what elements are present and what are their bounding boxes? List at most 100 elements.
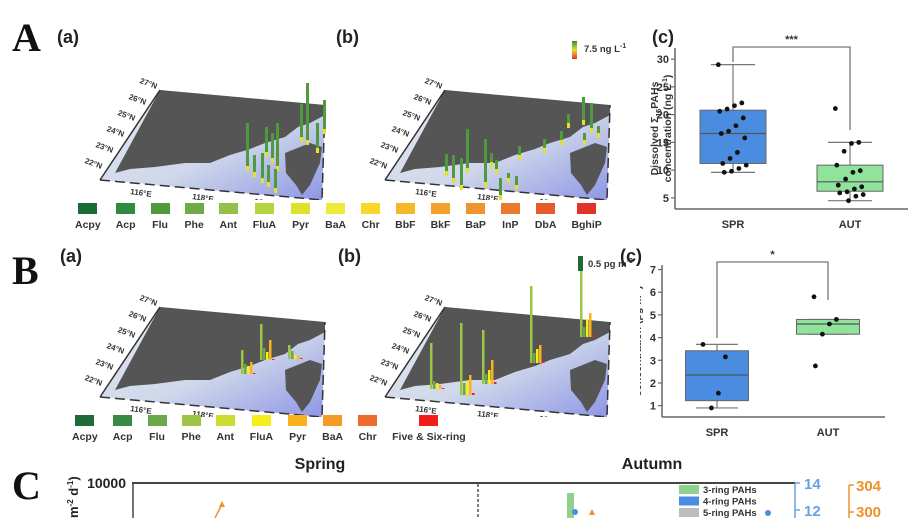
right-axis-blue-tick-label: 12 <box>804 503 821 518</box>
y-tick-label: 4 <box>650 333 657 345</box>
legend-item: InP <box>500 203 520 231</box>
data-point <box>820 331 825 337</box>
legend-item: Pyr <box>288 415 308 443</box>
data-point <box>850 169 856 175</box>
scale-label-gaseous: 0.5 pg m-3 <box>588 258 633 271</box>
site-bar <box>250 362 253 374</box>
latitude-label: 22°N <box>369 156 389 171</box>
site-bar-base <box>515 185 518 190</box>
site-bar <box>253 373 256 374</box>
site-bar <box>260 324 263 360</box>
longitude-label: 118°E <box>192 192 215 200</box>
legend-swatch <box>419 415 439 426</box>
legend-swatch <box>679 496 699 506</box>
x-tick-label: SPR <box>722 219 745 231</box>
site-bar-base <box>495 169 498 174</box>
legend-swatch <box>326 203 346 214</box>
data-point <box>811 294 817 300</box>
site-bar-base <box>316 148 319 153</box>
longitude-label: 120°E <box>539 197 563 200</box>
latitude-label: 27°N <box>424 293 444 308</box>
legend-gaseous: Acpy Acp Flu Phe Ant FluA Pyr BaA Chr Five & Six-… <box>72 415 481 443</box>
site-bar <box>261 153 264 183</box>
latitude-label: 24°N <box>106 124 126 139</box>
legend-label: BaA <box>325 219 347 231</box>
legend-label: Ant <box>219 219 238 231</box>
y-axis-label: concentration (pg m-3) <box>640 286 644 397</box>
map-frame <box>99 89 161 181</box>
data-point <box>857 168 863 174</box>
latitude-label: 23°N <box>380 140 400 155</box>
site-bar-base <box>276 166 279 171</box>
site-bar <box>253 155 256 177</box>
map-gaseous-autumn: 27°N26°N25°N24°N23°N22°N116°E118°E120°E1… <box>369 271 611 417</box>
site-bar <box>590 103 593 133</box>
panel-letter-b: B <box>12 248 39 293</box>
legend-item: Ant <box>218 203 238 231</box>
right-axis-orange-tick-label: 300 <box>856 504 881 518</box>
y-tick-label: 10 <box>657 165 669 177</box>
site-bar <box>433 381 436 389</box>
latitude-label: 24°N <box>391 341 411 356</box>
site-bar-base <box>306 140 309 145</box>
latitude-label: 25°N <box>402 325 422 340</box>
latitude-label: 27°N <box>139 76 159 91</box>
data-point <box>715 62 721 68</box>
subpanel-label-a-c: (c) <box>652 27 674 47</box>
scale-bar-icon <box>578 256 583 271</box>
latitude-label: 25°N <box>402 108 422 123</box>
site-bar-base <box>246 166 249 171</box>
legend-swatch <box>288 415 308 426</box>
data-point <box>827 321 832 327</box>
latitude-label: 22°N <box>369 373 389 388</box>
site-bar <box>466 381 469 395</box>
site-bar <box>583 327 586 337</box>
site-bar-base <box>490 162 493 167</box>
site-bar <box>494 382 497 384</box>
site-bar-base <box>452 178 455 183</box>
legend-swatch <box>679 485 699 494</box>
data-point <box>732 103 737 109</box>
legend-label: Phe <box>181 431 201 443</box>
flux-chart: Spring Autumn 10000 m-2 d-1) 3-ring PAHs… <box>66 456 882 518</box>
data-point <box>832 106 838 111</box>
site-bar <box>316 123 319 153</box>
site-bar <box>560 131 563 145</box>
legend-swatch <box>113 415 133 426</box>
subpanel-label-a-a: (a) <box>57 27 79 47</box>
latitude-label: 26°N <box>413 92 433 107</box>
y-tick-label: 15 <box>657 137 669 149</box>
legend-swatch <box>323 415 343 426</box>
site-bar <box>485 374 488 384</box>
site-bar <box>592 335 595 337</box>
legend-swatch <box>147 415 167 426</box>
data-point <box>835 182 841 188</box>
site-bar-base <box>582 120 585 125</box>
legend-label: 5-ring PAHs <box>703 508 757 518</box>
legend-swatch <box>466 203 486 214</box>
site-bar <box>265 127 268 157</box>
site-bar <box>460 323 463 395</box>
map-frame <box>384 306 446 398</box>
site-bar <box>306 83 309 145</box>
site-bar <box>430 343 433 389</box>
data-point <box>846 198 851 204</box>
site-bar <box>589 313 592 337</box>
site-bar <box>495 160 498 174</box>
x-tick-label: AUT <box>839 219 862 231</box>
legend-swatch <box>218 203 238 214</box>
autumn-point-blue-right <box>765 510 771 516</box>
data-point <box>726 128 731 134</box>
latitude-label: 22°N <box>84 156 104 171</box>
data-point <box>743 162 749 168</box>
data-point <box>837 190 843 196</box>
longitude-label: 120°E <box>539 414 563 417</box>
legend-label: Chr <box>361 219 380 231</box>
latitude-label: 23°N <box>95 357 115 372</box>
spring-triangle-marker <box>219 501 225 507</box>
legend-swatch <box>181 415 201 426</box>
legend-swatch <box>215 415 235 426</box>
panel-letter-c: C <box>12 463 41 508</box>
site-bar <box>543 139 546 153</box>
data-point <box>844 189 850 195</box>
